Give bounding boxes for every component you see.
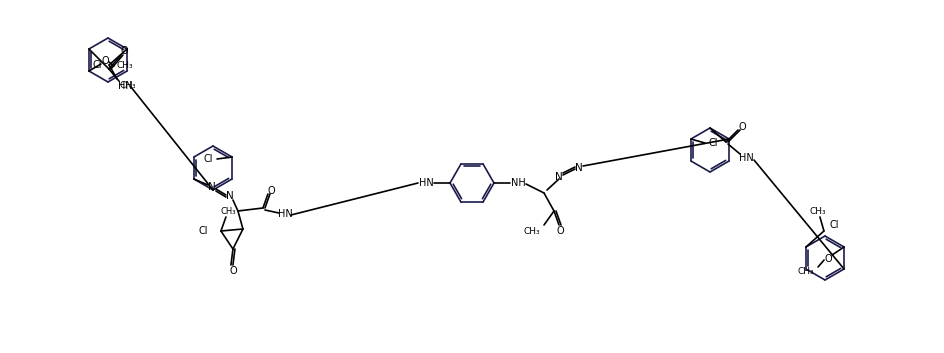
Text: Cl: Cl <box>829 220 838 230</box>
Text: O: O <box>824 254 832 264</box>
Text: O: O <box>229 266 237 276</box>
Text: HN: HN <box>418 178 433 188</box>
Text: N: N <box>226 191 234 201</box>
Text: Cl: Cl <box>198 226 208 236</box>
Text: HN: HN <box>278 209 293 219</box>
Text: CH₃: CH₃ <box>117 61 133 71</box>
Text: Cl: Cl <box>708 138 717 148</box>
Text: NH: NH <box>511 178 526 188</box>
Text: CH₃: CH₃ <box>798 268 814 276</box>
Text: O: O <box>738 122 746 132</box>
Text: O: O <box>120 46 127 56</box>
Text: N: N <box>575 163 582 173</box>
Text: Cl: Cl <box>93 60 102 70</box>
Text: CH₃: CH₃ <box>220 207 236 215</box>
Text: CH₃: CH₃ <box>119 80 136 90</box>
Text: CH₃: CH₃ <box>523 227 540 235</box>
Text: O: O <box>267 186 275 196</box>
Text: CH₃: CH₃ <box>810 207 826 215</box>
Text: N: N <box>555 172 563 182</box>
Text: O: O <box>101 56 109 66</box>
Text: Cl: Cl <box>203 154 212 164</box>
Text: HN: HN <box>118 81 132 91</box>
Text: HN: HN <box>738 153 753 163</box>
Text: O: O <box>556 226 564 236</box>
Text: N: N <box>208 182 216 192</box>
